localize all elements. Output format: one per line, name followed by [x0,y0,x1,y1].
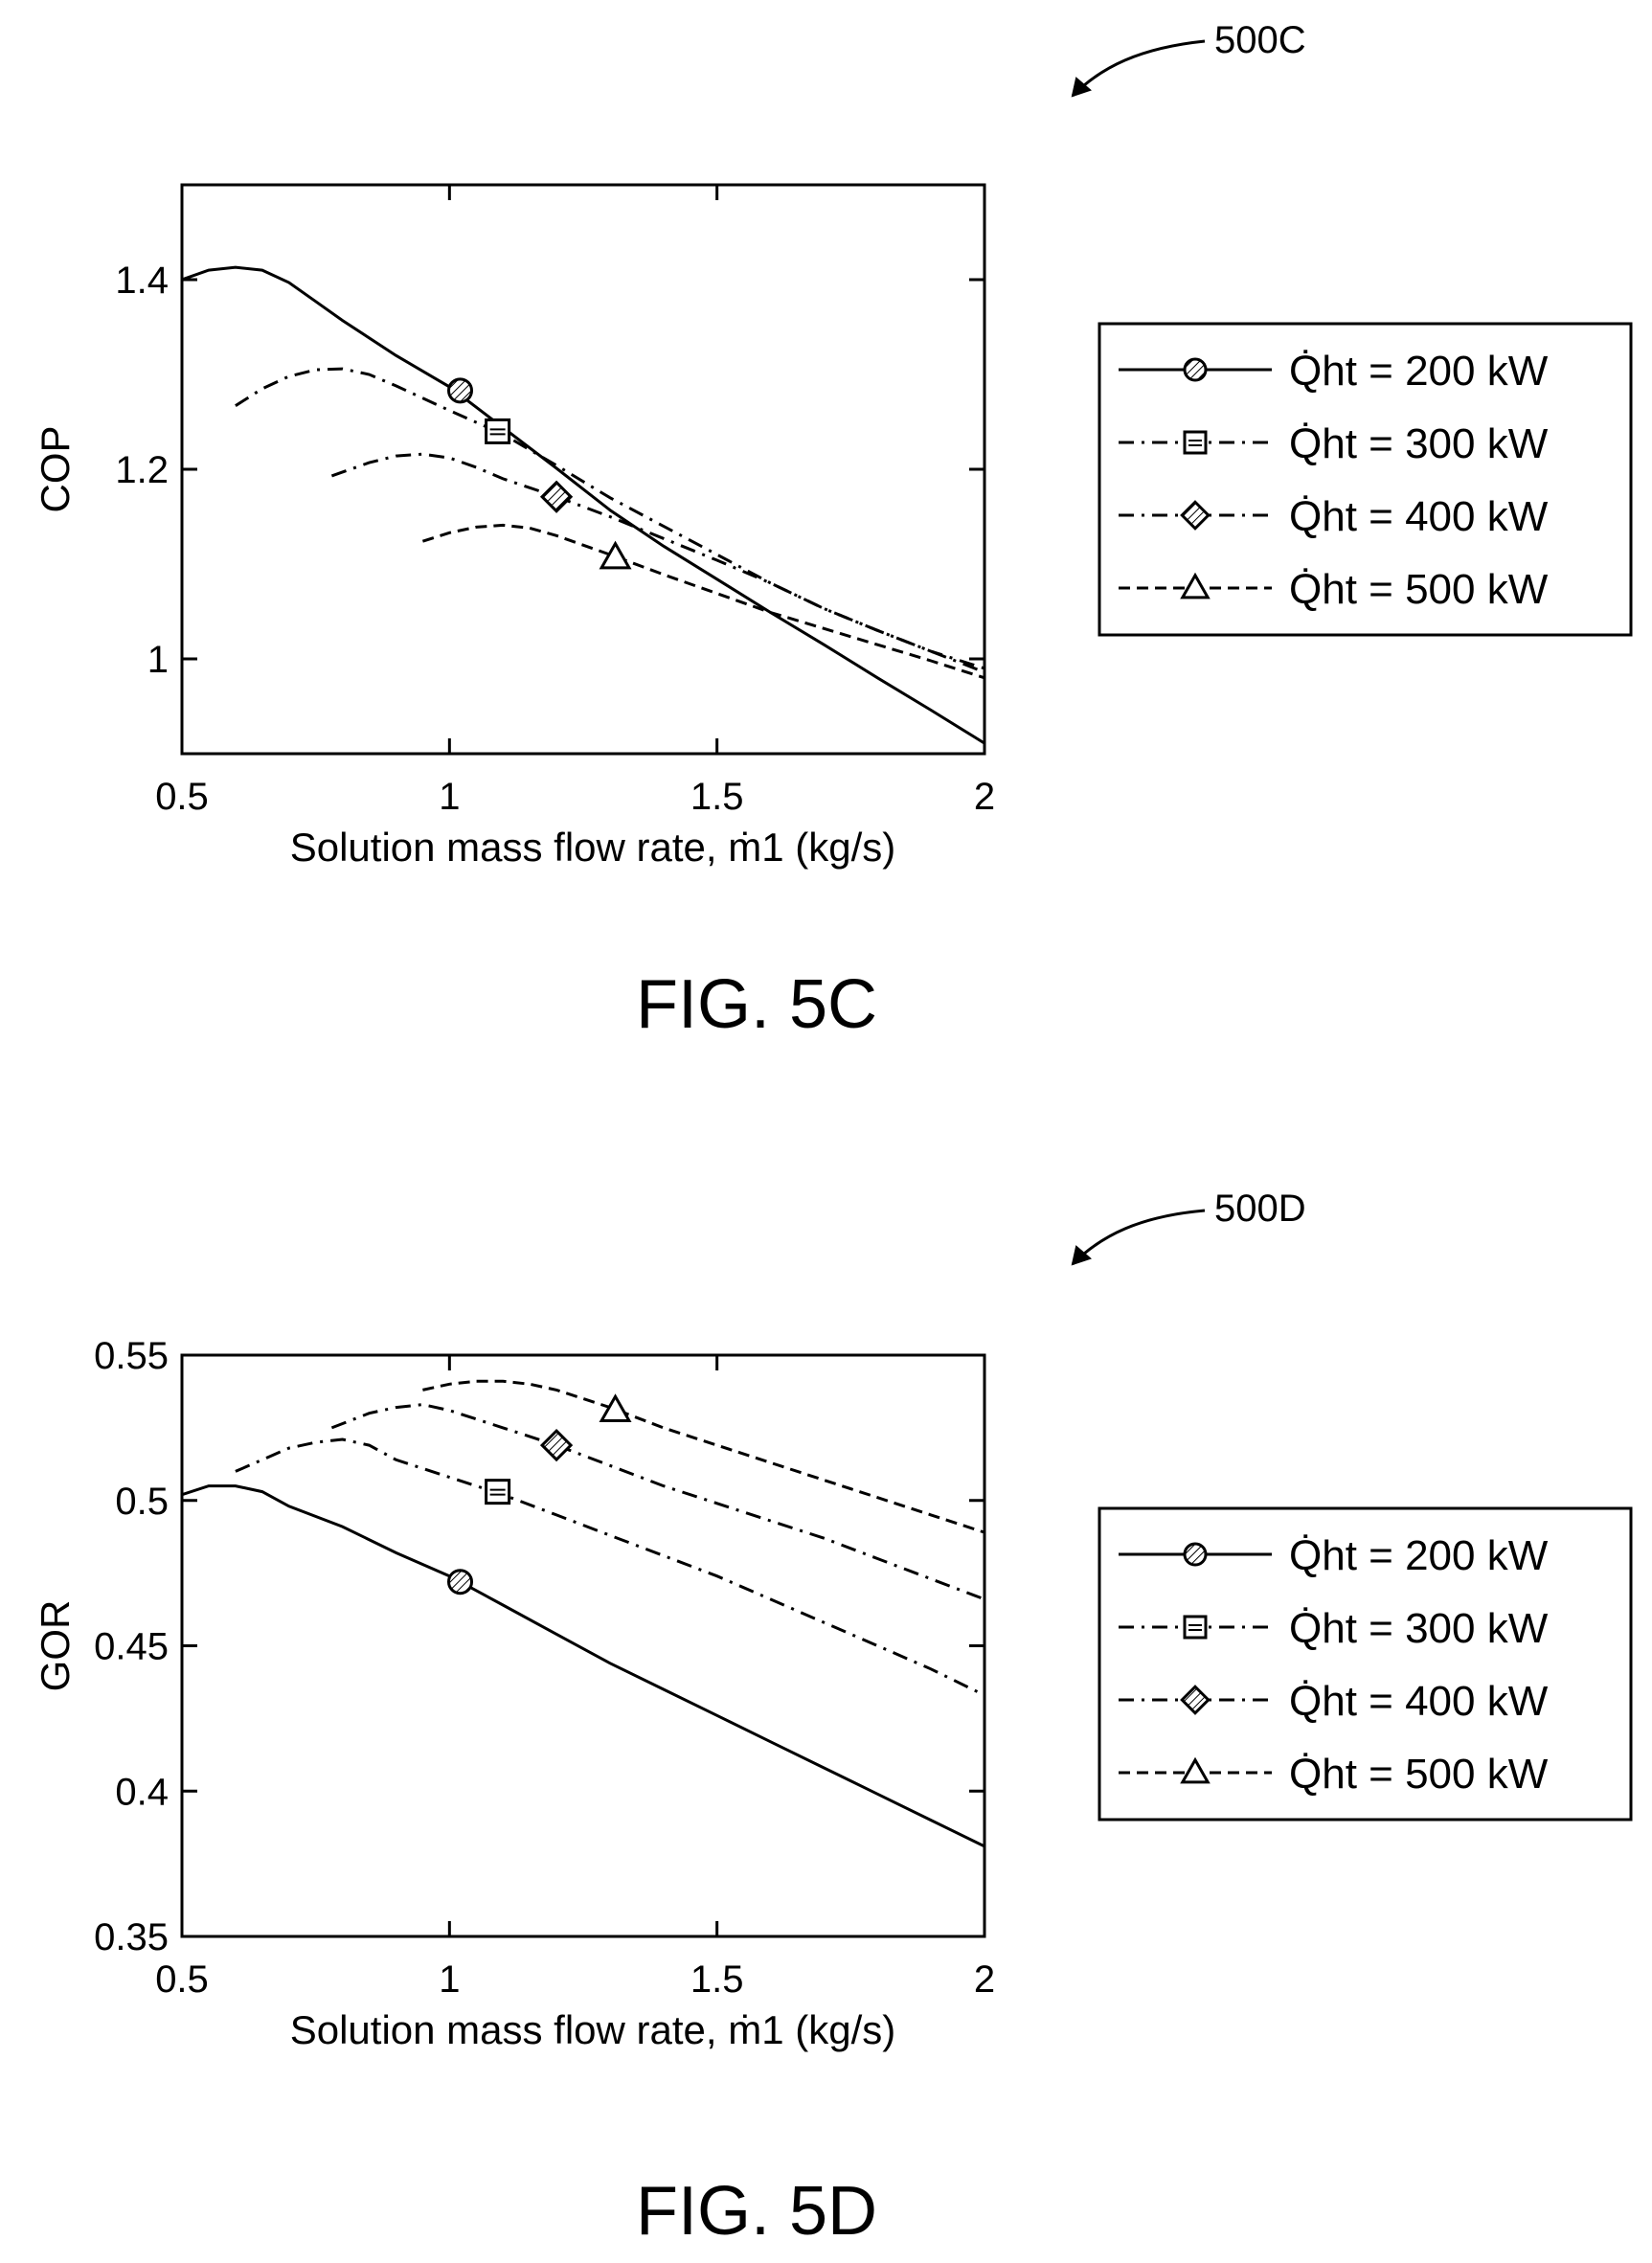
reference-numeral: 500D [1214,1188,1306,1230]
legend-entry-300kw: Q̇ht = 300 kW [1289,1605,1549,1652]
x-tick-label: 0.5 [155,776,209,818]
legend-entry-300kw: Q̇ht = 300 kW [1289,420,1549,467]
x-axis-title: Solution mass flow rate, ṁ1 (kg/s) [290,825,896,870]
y-tick-label: 0.35 [94,1916,169,1958]
y-axis-title: GOR [33,1600,78,1692]
series-marker-500kw [599,540,632,570]
y-tick-label: 1.4 [115,260,169,302]
y-tick-label: 0.55 [94,1335,169,1377]
plot-frame [180,1353,986,1938]
legend-marker-400kw [1180,1685,1211,1715]
y-tick-label: 0.5 [115,1481,169,1523]
legend-entry-500kw: Q̇ht = 500 kW [1289,566,1549,613]
x-tick-label: 1 [439,776,460,818]
series-marker-400kw [539,480,574,513]
legend-marker-400kw [1180,500,1211,531]
series-line-400kw [330,1403,984,1601]
y-tick-label: 0.4 [115,1771,169,1813]
legend-marker-200kw [1183,1542,1208,1567]
chart-5c: 0.5 1 1.5 2 1 1.2 1.4 Solution mass flow rate, … [33,19,1633,1043]
series-marker-400kw [539,1428,574,1462]
x-tick-label: 2 [974,776,995,818]
y-tick-label: 1.2 [115,449,169,491]
series-line-300kw [235,367,984,674]
y-tick-label: 1 [147,639,169,681]
legend-marker-200kw [1183,357,1208,382]
legend-entry-200kw: Q̇ht = 200 kW [1289,348,1549,395]
legend-entry-400kw: Q̇ht = 400 kW [1289,1678,1549,1725]
figure-caption: FIG. 5C [636,966,877,1043]
x-tick-label: 1.5 [690,1958,744,2001]
series-line-200kw [182,1484,984,1848]
legend: Q̇ht = 200 kW Q̇ht = 300 kW Q̇ht = 400 kW Q… [1098,1506,1633,1822]
reference-arrow [1071,1209,1206,1266]
legend-marker-300kw [1183,430,1208,455]
y-axis-title: COP [33,425,78,512]
chart-5d: 0.5 1 1.5 2 0.35 0.4 0.45 0.5 0.55 Solution mass … [33,1188,1633,2250]
legend-entry-500kw: Q̇ht = 500 kW [1289,1751,1549,1798]
series-marker-200kw [447,377,474,404]
legend-entry-400kw: Q̇ht = 400 kW [1289,493,1549,540]
series-line-500kw [422,1379,984,1534]
legend: Q̇ht = 200 kW Q̇ht = 300 kW Q̇ht = 400 kW Q… [1098,322,1633,637]
reference-arrowhead [1071,1245,1092,1266]
reference-arrowhead [1071,77,1092,98]
series-line-200kw [182,265,984,745]
series-line-400kw [330,452,984,670]
series-marker-500kw [599,1393,632,1422]
series-line-500kw [421,523,984,680]
x-axis-title: Solution mass flow rate, ṁ1 (kg/s) [290,2007,896,2052]
reference-arrow [1071,39,1206,98]
figure-caption: FIG. 5D [636,2173,877,2250]
legend-marker-500kw [1180,1756,1211,1784]
series-marker-300kw [485,1479,511,1505]
series-marker-300kw [485,418,511,444]
series-line-300kw [235,1437,984,1697]
x-tick-label: 1 [439,1958,460,2001]
series-marker-200kw [447,1569,474,1595]
legend-marker-500kw [1180,572,1211,600]
x-tick-label: 1.5 [690,776,744,818]
legend-marker-300kw [1183,1615,1208,1640]
legend-entry-200kw: Q̇ht = 200 kW [1289,1532,1549,1579]
x-tick-label: 0.5 [155,1958,209,2001]
y-tick-label: 0.45 [94,1626,169,1668]
x-tick-label: 2 [974,1958,995,2001]
reference-numeral: 500C [1214,19,1306,61]
